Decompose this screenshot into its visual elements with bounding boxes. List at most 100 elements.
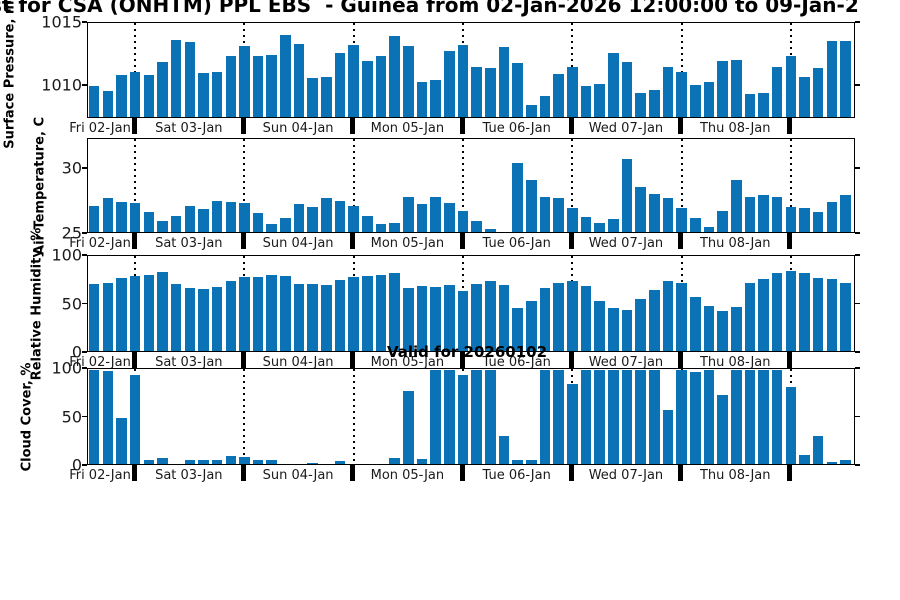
bar [362,215,373,232]
bar [635,370,646,464]
bar [512,162,523,232]
bar [799,272,810,351]
bar [348,44,360,117]
bar [717,310,728,351]
day-boundary-tick [787,233,793,249]
bar [703,81,715,117]
bar [184,42,196,117]
bar [293,204,305,232]
bar [157,272,168,351]
bar [129,203,141,232]
y-tick-mark [855,367,860,369]
bar [758,92,769,117]
bar [266,274,278,351]
day-boundary-tick [787,352,793,368]
bar [252,55,264,117]
air-temperature-panel [87,138,855,233]
bar [785,386,797,464]
bar [703,226,715,232]
bar [689,371,701,464]
bar [348,276,360,351]
bar [430,80,441,117]
bar [157,458,168,464]
bar [129,374,141,464]
bar [621,370,633,464]
day-label: Mon 05-Jan [370,355,445,370]
day-label: Tue 06-Jan [482,121,551,136]
bar [580,216,592,232]
bar [293,43,305,117]
bar [826,278,838,351]
day-label: Thu 08-Jan [699,121,771,136]
bar [526,301,537,351]
bar [307,206,319,232]
bar [143,274,155,351]
y-tick-mark [82,464,87,466]
y-tick-mark [855,167,860,169]
bar [703,305,715,351]
y-tick-label: 1015 [41,12,82,32]
bar [676,208,687,232]
bar [567,66,578,117]
bar [403,288,414,351]
day-boundary-gridline [352,369,355,463]
bar [321,76,332,117]
y-tick-mark [855,302,860,305]
day-label: Sun 04-Jan [262,236,334,251]
bar [403,196,414,232]
day-label: Fri 02-Jan [69,355,131,370]
bar [444,370,455,464]
day-label: Wed 07-Jan [588,355,664,370]
relative-humidity-axis-label: Relative Humidity, % [29,227,45,380]
bar [826,201,838,232]
bar [143,75,155,117]
bar [334,200,346,232]
y-tick-mark [855,415,860,418]
bar [116,277,127,351]
bar [812,68,824,117]
day-boundary-gridline [571,139,574,231]
y-tick-label: 0 [71,342,82,362]
bar [471,220,482,232]
bar [416,81,428,117]
bar [785,55,797,117]
surface-pressure-panel [87,22,855,118]
day-boundary-gridline [352,139,355,231]
y-tick-label: 25 [61,223,82,243]
bar [635,92,646,117]
bar [416,459,428,464]
bar [635,186,646,232]
bar [676,71,687,117]
bar [389,223,400,232]
bar [553,197,564,232]
bar [239,276,250,351]
bar [539,288,551,351]
day-label: Wed 07-Jan [588,236,664,251]
day-boundary-gridline [134,139,137,231]
bar [266,224,278,232]
bar [594,223,605,232]
bar [730,306,742,351]
bar [239,46,250,117]
bar [840,460,851,464]
bar [662,66,674,117]
bar [348,205,360,232]
bar [252,276,264,351]
day-label: Sat 03-Jan [155,121,223,136]
bar [211,460,223,464]
day-label: Tue 06-Jan [482,236,551,251]
bar [594,370,605,464]
bar [430,287,441,351]
bar [662,410,674,464]
bar [225,55,237,117]
bar [840,41,851,117]
y-tick-mark [855,464,860,466]
bar [539,370,551,464]
day-boundary-gridline [134,23,137,116]
bar [198,460,209,464]
bar [307,77,319,117]
bar [102,370,114,464]
relative-humidity-panel [87,255,855,352]
bar [485,370,496,464]
surface-pressure-axis-label: Surface Pressure, mb [2,0,18,149]
